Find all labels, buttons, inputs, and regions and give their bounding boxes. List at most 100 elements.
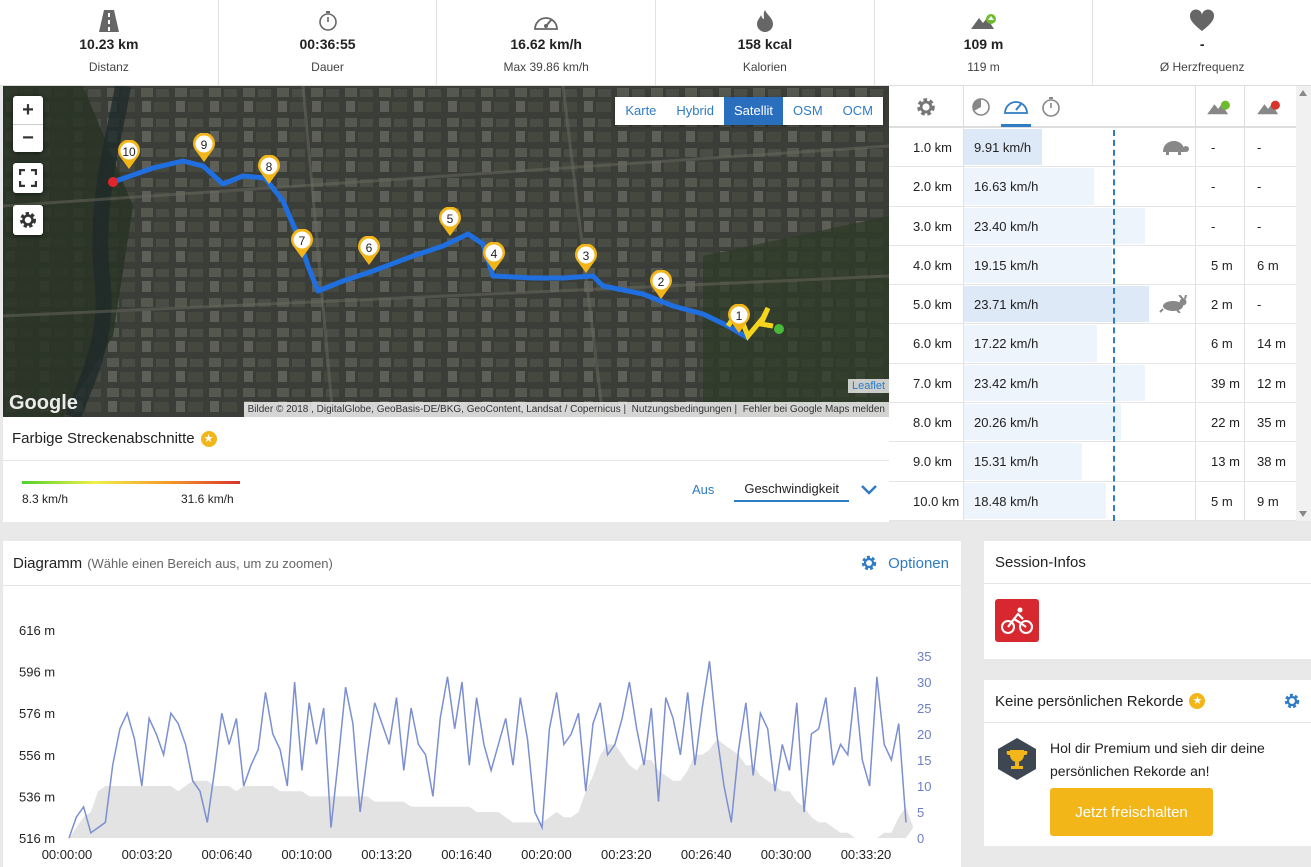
split-speed: 18.48 km/h (974, 493, 1039, 509)
gear-icon[interactable] (1283, 692, 1301, 710)
trophy-icon (998, 738, 1036, 780)
zoom-out-button[interactable]: − (13, 124, 43, 152)
layer-hybrid[interactable]: Hybrid (676, 103, 714, 118)
map-settings-button[interactable] (13, 205, 43, 235)
split-ascent: 5 m (1211, 257, 1233, 273)
diagram-panel: Diagramm (Wähle einen Bereich aus, um zu… (3, 541, 961, 867)
route-marker[interactable]: 3 (574, 243, 598, 274)
stat-distance: 10.23 km Distanz (0, 0, 219, 85)
split-row[interactable]: 7.0 km 23.42 km/h 39 m 12 m (889, 363, 1296, 404)
stat-heart-rate: - Ø Herzfrequenz (1093, 0, 1311, 85)
options-button[interactable]: Optionen (860, 554, 949, 572)
route-marker[interactable]: 9 (192, 132, 216, 163)
report-error-link[interactable]: Fehler bei Google Maps melden (742, 404, 885, 415)
fullscreen-button[interactable] (13, 163, 43, 193)
x-tick: 00:03:20 (122, 847, 173, 862)
split-descent: - (1257, 297, 1262, 313)
stat-label: Ø Herzfrequenz (1159, 60, 1245, 74)
x-tick: 00:23:20 (601, 847, 652, 862)
cycling-icon (995, 599, 1039, 642)
elevation-up-icon[interactable] (1205, 97, 1233, 117)
stat-label: Distanz (88, 60, 129, 74)
split-row[interactable]: 1.0 km 9.91 km/h - - (889, 128, 1296, 168)
x-tick: 00:10:00 (281, 847, 332, 862)
route-marker-label: 10 (122, 145, 136, 159)
split-speed: 19.15 km/h (974, 257, 1039, 273)
average-speed-line (1113, 130, 1115, 521)
stat-label: Kalorien (742, 60, 787, 74)
zoom-in-button[interactable]: + (22, 98, 34, 121)
route-marker[interactable]: 1 (727, 303, 751, 334)
split-speed-bar (964, 364, 1146, 402)
gear-icon[interactable] (915, 96, 937, 118)
x-tick: 00:20:00 (521, 847, 572, 862)
split-speed-bar (964, 129, 1042, 166)
x-tick: 00:06:40 (201, 847, 252, 862)
y-right-tick: 0 (917, 831, 924, 846)
split-row[interactable]: 3.0 km 23.40 km/h - - (889, 206, 1296, 246)
route-marker[interactable]: 6 (357, 235, 381, 266)
layer-ocm[interactable]: OCM (842, 103, 873, 118)
star-icon: ★ (200, 430, 217, 447)
split-km: 4.0 km (913, 257, 953, 273)
x-tick: 00:16:40 (441, 847, 492, 862)
split-descent: 38 m (1257, 454, 1286, 470)
segments-title: Farbige Streckenabschnitte (12, 430, 195, 447)
split-km: 8.0 km (913, 415, 953, 431)
speed-line (68, 661, 907, 839)
split-speed: 9.91 km/h (974, 140, 1032, 155)
pace-icon[interactable] (971, 97, 991, 117)
x-tick: 00:33:20 (841, 847, 892, 862)
split-km: 2.0 km (913, 179, 953, 195)
layer-osm[interactable]: OSM (793, 103, 823, 118)
split-speed: 23.42 km/h (974, 375, 1039, 391)
split-row[interactable]: 2.0 km 16.63 km/h - - (889, 167, 1296, 207)
route-marker-label: 5 (446, 212, 454, 226)
route-marker[interactable]: 7 (290, 228, 314, 259)
segments-panel: Farbige Streckenabschnitte ★ 8.3 km/h 31.… (3, 417, 889, 522)
split-row[interactable]: 8.0 km 20.26 km/h 22 m 35 m (889, 403, 1296, 443)
gradient-max: 31.6 km/h (181, 492, 234, 506)
route-map[interactable]: 1 2 3 4 5 6 7 8 9 10 + − Karte Hybrid Satellit OS… (3, 86, 889, 417)
chevron-down-icon[interactable] (859, 483, 879, 497)
elevation-down-icon[interactable] (1255, 97, 1283, 117)
split-row[interactable]: 5.0 km 23.71 km/h 2 m - (889, 285, 1296, 325)
route-marker[interactable]: 8 (257, 154, 281, 185)
toggle-off[interactable]: Aus (691, 482, 715, 497)
route-marker[interactable]: 10 (117, 139, 141, 170)
split-row[interactable]: 6.0 km 17.22 km/h 6 m 14 m (889, 324, 1296, 364)
session-infos-panel: Session-Infos (984, 541, 1311, 659)
splits-scrollbar[interactable] (1296, 86, 1311, 521)
toggle-speed[interactable]: Geschwindigkeit (734, 477, 849, 502)
y-right-tick: 5 (917, 805, 924, 820)
route-marker[interactable]: 2 (649, 269, 673, 300)
split-row[interactable]: 4.0 km 19.15 km/h 5 m 6 m (889, 245, 1296, 286)
split-descent: 14 m (1257, 336, 1286, 352)
split-speed-bar (964, 286, 1149, 323)
y-left-tick: 576 m (19, 706, 55, 721)
records-panel: Keine persönlichen Rekorde ★ Hol dir Pre… (984, 680, 1311, 846)
records-title: Keine persönlichen Rekorde (995, 692, 1184, 710)
stat-value: - (1199, 36, 1205, 52)
speedometer-icon (532, 8, 560, 34)
segments-header: Farbige Streckenabschnitte ★ (3, 417, 889, 461)
speedometer-icon[interactable] (1003, 96, 1029, 116)
gear-icon (861, 555, 877, 571)
route-marker[interactable]: 5 (438, 206, 462, 237)
split-speed: 17.22 km/h (974, 336, 1039, 352)
leaflet-link[interactable]: Leaflet (847, 379, 889, 393)
star-icon: ★ (1189, 693, 1206, 709)
split-ascent: - (1211, 218, 1216, 234)
split-ascent: 5 m (1211, 493, 1233, 509)
route-marker[interactable]: 4 (482, 241, 506, 272)
unlock-button[interactable]: Jetzt freischalten (1050, 788, 1213, 836)
split-row[interactable]: 10.0 km 18.48 km/h 5 m 9 m (889, 481, 1296, 521)
fullscreen-icon (19, 169, 37, 187)
terms-link[interactable]: Nutzungsbedingungen (631, 404, 732, 415)
split-speed: 16.63 km/h (974, 179, 1039, 195)
layer-karte[interactable]: Karte (625, 103, 657, 118)
split-row[interactable]: 9.0 km 15.31 km/h 13 m 38 m (889, 442, 1296, 482)
stopwatch-icon[interactable] (1040, 96, 1062, 118)
layer-satellit[interactable]: Satellit (724, 97, 784, 125)
elevation-speed-chart[interactable]: 616 m 596 m 576 m 556 m 536 m 516 m 35 30 25 20 15… (3, 586, 961, 867)
